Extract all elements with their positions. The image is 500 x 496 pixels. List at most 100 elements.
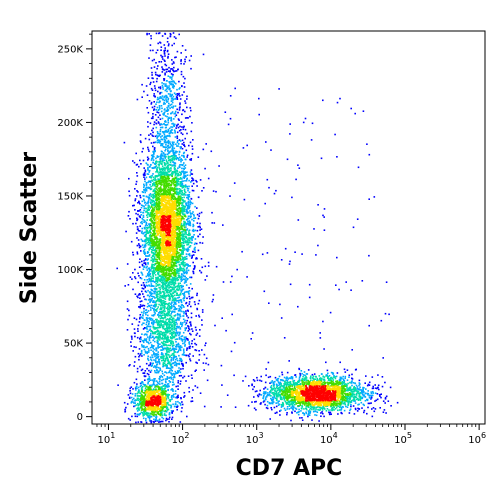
data-point bbox=[151, 384, 153, 386]
data-point bbox=[152, 204, 155, 206]
data-point bbox=[246, 144, 248, 147]
data-point bbox=[161, 416, 163, 419]
data-point bbox=[221, 384, 223, 386]
data-point bbox=[154, 328, 157, 330]
data-point bbox=[140, 163, 142, 165]
data-point bbox=[351, 384, 353, 387]
data-point bbox=[291, 376, 294, 378]
data-point bbox=[146, 336, 149, 338]
data-point bbox=[151, 263, 153, 266]
data-point bbox=[180, 190, 182, 192]
data-point bbox=[146, 345, 148, 348]
data-point bbox=[148, 317, 151, 319]
data-point bbox=[147, 168, 149, 170]
data-point bbox=[275, 394, 278, 396]
data-point bbox=[173, 80, 175, 83]
data-point bbox=[307, 406, 310, 408]
data-point bbox=[148, 419, 151, 421]
data-point bbox=[276, 379, 279, 382]
data-point bbox=[161, 107, 163, 110]
data-point bbox=[163, 69, 166, 71]
data-point bbox=[145, 211, 147, 213]
data-point bbox=[166, 351, 168, 353]
data-point bbox=[152, 115, 154, 118]
data-point bbox=[166, 145, 169, 147]
data-point bbox=[167, 385, 170, 387]
data-point bbox=[152, 315, 155, 317]
data-point bbox=[156, 98, 159, 101]
data-point bbox=[350, 382, 353, 384]
data-point bbox=[169, 150, 171, 153]
data-point bbox=[133, 346, 135, 348]
data-point bbox=[339, 97, 341, 100]
data-point bbox=[167, 396, 169, 398]
data-point bbox=[201, 349, 203, 351]
data-point bbox=[189, 158, 191, 161]
data-point bbox=[132, 401, 134, 403]
data-point bbox=[178, 310, 180, 312]
data-point bbox=[334, 133, 336, 136]
data-point bbox=[175, 127, 177, 129]
data-point bbox=[163, 362, 166, 365]
data-point bbox=[177, 180, 179, 183]
data-point bbox=[173, 125, 175, 127]
data-point bbox=[162, 327, 164, 330]
data-point bbox=[134, 393, 137, 395]
data-point bbox=[180, 163, 182, 166]
data-point bbox=[170, 357, 173, 359]
data-point bbox=[385, 412, 387, 414]
data-point bbox=[280, 383, 282, 385]
data-point bbox=[182, 213, 184, 216]
data-point bbox=[191, 180, 193, 182]
data-point bbox=[168, 399, 171, 401]
data-point bbox=[123, 401, 126, 404]
data-point bbox=[290, 383, 293, 386]
data-point bbox=[152, 131, 154, 134]
data-point bbox=[168, 102, 170, 105]
data-point bbox=[270, 407, 272, 409]
data-point bbox=[289, 133, 291, 135]
data-point bbox=[176, 94, 179, 97]
data-point bbox=[272, 401, 275, 403]
data-point bbox=[164, 352, 167, 355]
data-point bbox=[148, 247, 150, 250]
data-point bbox=[171, 279, 173, 282]
data-point bbox=[167, 401, 169, 404]
data-point bbox=[140, 369, 143, 372]
data-point bbox=[174, 132, 176, 134]
data-point bbox=[138, 348, 141, 350]
data-point bbox=[156, 101, 158, 103]
data-point bbox=[153, 58, 155, 61]
data-point bbox=[178, 301, 180, 304]
data-point bbox=[180, 181, 182, 183]
data-point bbox=[153, 359, 155, 361]
data-point bbox=[147, 299, 150, 301]
data-point bbox=[140, 351, 143, 353]
data-point bbox=[147, 181, 149, 184]
data-point bbox=[153, 150, 155, 153]
data-point bbox=[186, 415, 188, 418]
data-point bbox=[335, 284, 337, 286]
data-point bbox=[146, 173, 149, 175]
data-point bbox=[231, 313, 233, 316]
data-point bbox=[141, 263, 144, 266]
data-point bbox=[187, 292, 190, 294]
data-point bbox=[131, 338, 133, 340]
data-point bbox=[172, 87, 175, 89]
data-point bbox=[155, 122, 158, 125]
data-point bbox=[177, 318, 180, 320]
data-point bbox=[160, 157, 163, 160]
data-point bbox=[139, 134, 142, 136]
data-point bbox=[157, 65, 159, 67]
data-point bbox=[178, 345, 180, 348]
data-point bbox=[153, 192, 156, 195]
data-point bbox=[161, 84, 164, 87]
data-point bbox=[387, 400, 390, 402]
data-point bbox=[143, 184, 145, 187]
data-point bbox=[335, 375, 338, 378]
data-point bbox=[147, 275, 150, 277]
data-point bbox=[148, 267, 151, 269]
data-point bbox=[173, 157, 176, 160]
data-point bbox=[160, 136, 162, 138]
data-point bbox=[175, 292, 178, 294]
